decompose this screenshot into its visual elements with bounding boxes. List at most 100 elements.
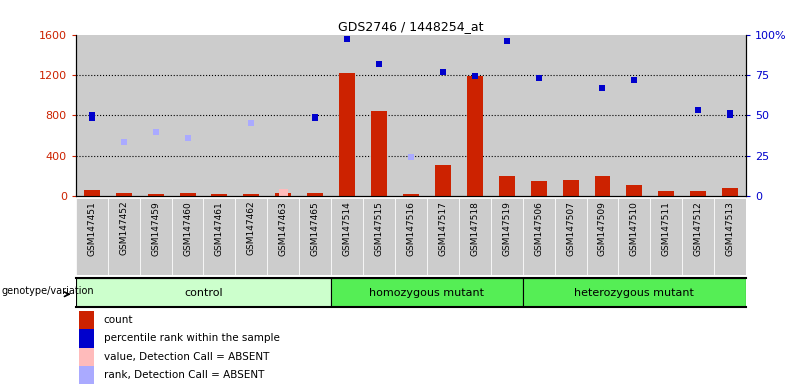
FancyBboxPatch shape [172, 198, 203, 275]
Bar [690, 191, 706, 196]
FancyBboxPatch shape [108, 198, 140, 275]
Bar [427, 35, 459, 196]
Text: genotype/variation: genotype/variation [2, 286, 94, 296]
Bar [140, 35, 172, 196]
Bar [491, 35, 523, 196]
Bar [108, 35, 140, 196]
FancyBboxPatch shape [78, 311, 93, 329]
FancyBboxPatch shape [203, 198, 235, 275]
Text: GSM147511: GSM147511 [662, 201, 671, 256]
Text: GSM147462: GSM147462 [247, 201, 256, 255]
Text: GSM147509: GSM147509 [598, 201, 607, 256]
Text: GSM147518: GSM147518 [470, 201, 480, 256]
Bar [148, 194, 164, 196]
Bar [203, 35, 235, 196]
FancyBboxPatch shape [491, 198, 523, 275]
Bar [650, 35, 682, 196]
FancyBboxPatch shape [78, 366, 93, 384]
Bar [555, 35, 587, 196]
FancyBboxPatch shape [78, 348, 93, 366]
Bar [626, 185, 642, 196]
Text: GSM147519: GSM147519 [502, 201, 512, 256]
Text: GSM147512: GSM147512 [693, 201, 703, 256]
Bar [722, 188, 738, 196]
Bar [658, 191, 674, 196]
Bar [363, 35, 395, 196]
Bar [275, 193, 291, 196]
FancyBboxPatch shape [714, 198, 746, 275]
Text: percentile rank within the sample: percentile rank within the sample [104, 333, 279, 343]
Bar [714, 35, 746, 196]
FancyBboxPatch shape [427, 198, 459, 275]
Text: count: count [104, 315, 133, 325]
Bar [618, 35, 650, 196]
Bar [339, 73, 355, 196]
Text: GSM147507: GSM147507 [566, 201, 575, 256]
Bar [180, 193, 196, 196]
FancyBboxPatch shape [78, 329, 93, 348]
Text: GSM147461: GSM147461 [215, 201, 224, 256]
Text: control: control [184, 288, 223, 298]
Bar [279, 189, 288, 196]
FancyBboxPatch shape [363, 198, 395, 275]
Bar [267, 35, 299, 196]
Text: GSM147514: GSM147514 [342, 201, 352, 256]
FancyBboxPatch shape [682, 198, 714, 275]
Bar [467, 76, 483, 196]
Text: GSM147516: GSM147516 [406, 201, 416, 256]
Bar [371, 111, 387, 196]
FancyBboxPatch shape [618, 198, 650, 275]
FancyBboxPatch shape [331, 198, 363, 275]
Text: rank, Detection Call = ABSENT: rank, Detection Call = ABSENT [104, 370, 264, 380]
Text: value, Detection Call = ABSENT: value, Detection Call = ABSENT [104, 352, 269, 362]
FancyBboxPatch shape [395, 198, 427, 275]
Bar [435, 165, 451, 196]
FancyBboxPatch shape [140, 198, 172, 275]
Bar [682, 35, 714, 196]
Bar [587, 35, 618, 196]
Text: GSM147451: GSM147451 [87, 201, 97, 256]
Text: GSM147517: GSM147517 [438, 201, 448, 256]
Bar [523, 35, 555, 196]
Bar [211, 194, 227, 196]
Bar [395, 35, 427, 196]
Text: GSM147465: GSM147465 [310, 201, 320, 256]
Bar [531, 181, 547, 196]
Bar [235, 35, 267, 196]
Bar [84, 190, 100, 196]
Text: GSM147463: GSM147463 [279, 201, 288, 256]
Title: GDS2746 / 1448254_at: GDS2746 / 1448254_at [338, 20, 484, 33]
Bar [499, 176, 515, 196]
Text: GSM147459: GSM147459 [151, 201, 160, 256]
FancyBboxPatch shape [523, 198, 555, 275]
Bar [403, 194, 419, 196]
FancyBboxPatch shape [555, 198, 587, 275]
Text: homozygous mutant: homozygous mutant [369, 288, 484, 298]
Bar [76, 35, 108, 196]
FancyBboxPatch shape [267, 198, 299, 275]
Text: GSM147460: GSM147460 [183, 201, 192, 256]
Text: heterozygous mutant: heterozygous mutant [575, 288, 694, 298]
FancyBboxPatch shape [235, 198, 267, 275]
Bar [459, 35, 491, 196]
Bar [243, 194, 259, 196]
Text: GSM147513: GSM147513 [725, 201, 735, 256]
FancyBboxPatch shape [459, 198, 491, 275]
FancyBboxPatch shape [76, 278, 331, 307]
Bar [331, 35, 363, 196]
Bar [307, 193, 323, 196]
Bar [172, 35, 203, 196]
Bar [595, 176, 610, 196]
Text: GSM147515: GSM147515 [374, 201, 384, 256]
Bar [116, 193, 132, 196]
Text: GSM147506: GSM147506 [534, 201, 543, 256]
FancyBboxPatch shape [523, 278, 746, 307]
Bar [299, 35, 331, 196]
FancyBboxPatch shape [299, 198, 331, 275]
FancyBboxPatch shape [650, 198, 682, 275]
FancyBboxPatch shape [76, 198, 108, 275]
Text: GSM147510: GSM147510 [630, 201, 639, 256]
Text: GSM147452: GSM147452 [119, 201, 128, 255]
FancyBboxPatch shape [331, 278, 523, 307]
FancyBboxPatch shape [587, 198, 618, 275]
